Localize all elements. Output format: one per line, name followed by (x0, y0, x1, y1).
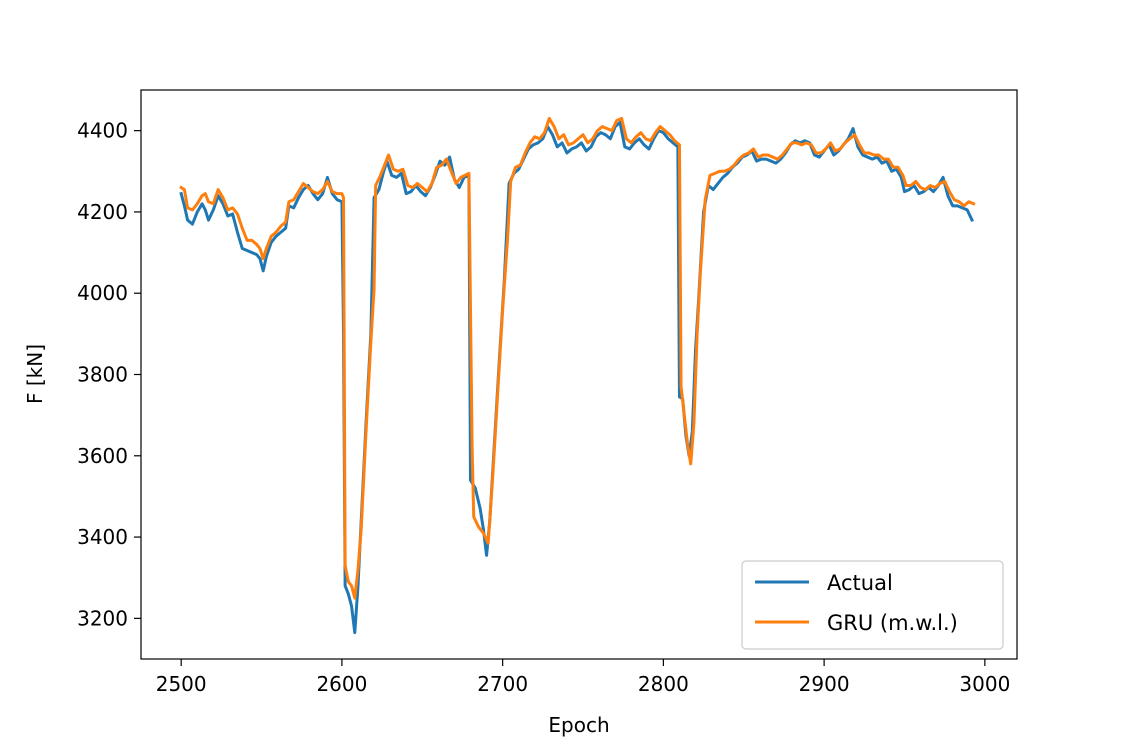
y-tick-label: 3600 (77, 444, 128, 468)
legend-label-gru: GRU (m.w.l.) (827, 611, 958, 635)
series-line-gru (179, 116, 976, 600)
x-axis: 2500 2600 2700 2800 2900 3000 (156, 659, 1010, 696)
y-tick-label: 3400 (77, 525, 128, 549)
x-tick-label: 3000 (959, 672, 1010, 696)
y-tick-label: 3200 (77, 606, 128, 630)
y-tick-label: 4000 (77, 281, 128, 305)
legend: Actual GRU (m.w.l.) (741, 560, 1004, 650)
x-tick-label: 2600 (316, 672, 367, 696)
y-tick-label: 4200 (77, 200, 128, 224)
y-axis-label: F [kN] (23, 344, 47, 404)
series-layer (179, 116, 976, 635)
y-axis: 3200 3400 3600 3800 4000 4200 4400 (77, 119, 141, 630)
x-tick-label: 2500 (156, 672, 207, 696)
y-tick-label: 3800 (77, 363, 128, 387)
x-axis-label: Epoch (548, 713, 609, 737)
legend-label-actual: Actual (827, 571, 893, 595)
x-tick-label: 2700 (477, 672, 528, 696)
x-tick-label: 2900 (799, 672, 850, 696)
x-tick-label: 2800 (638, 672, 689, 696)
y-tick-label: 4400 (77, 119, 128, 143)
